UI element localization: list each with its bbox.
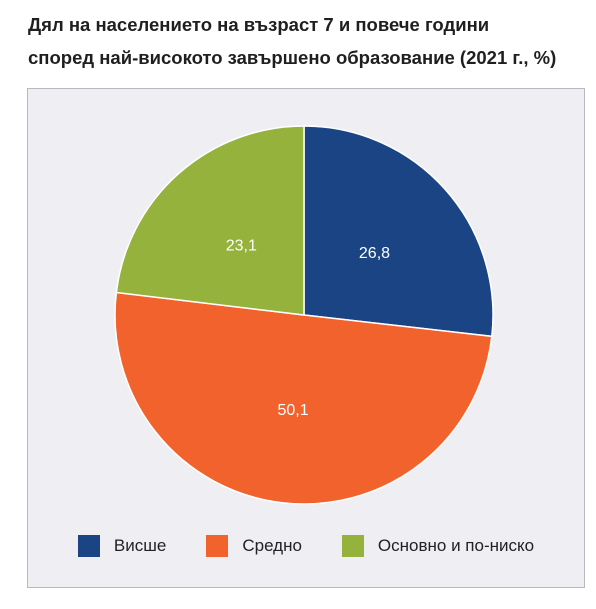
chart-legend: Висше Средно Основно и по-ниско [28, 535, 584, 557]
chart-title-line-1: Дял на населението на възраст 7 и повече… [28, 14, 490, 35]
chart-title: Дял на населението на възраст 7 и повече… [28, 8, 588, 74]
legend-item-osnovno: Основно и по-ниско [341, 535, 535, 557]
pie-slice-label-visshe: 26,8 [359, 245, 390, 262]
legend-label-osnovno: Основно и по-ниско [377, 536, 535, 555]
chart-panel: 26,8 50,1 23,1 Висше Средно Основно и по-н… [27, 88, 585, 588]
legend-label-sredno: Средно [242, 536, 302, 555]
legend-item-visshe: Висше [77, 535, 167, 557]
chart-title-line-2: според най-високото завършено образовани… [28, 47, 557, 68]
legend-swatch-visshe [77, 535, 100, 557]
legend-swatch-sredno [206, 535, 229, 557]
pie-slice-sredno [114, 291, 493, 505]
legend-item-sredno: Средно [206, 535, 302, 557]
pie-slice-visshe [303, 125, 494, 338]
pie-slice-osnovno [115, 125, 305, 316]
legend-swatch-osnovno [341, 535, 364, 557]
pie-slice-label-osnovno: 23,1 [226, 237, 257, 254]
pie-chart: 26,8 50,1 23,1 [114, 125, 494, 505]
pie-slice-label-sredno: 50,1 [277, 402, 308, 419]
legend-label-visshe: Висше [113, 536, 167, 555]
